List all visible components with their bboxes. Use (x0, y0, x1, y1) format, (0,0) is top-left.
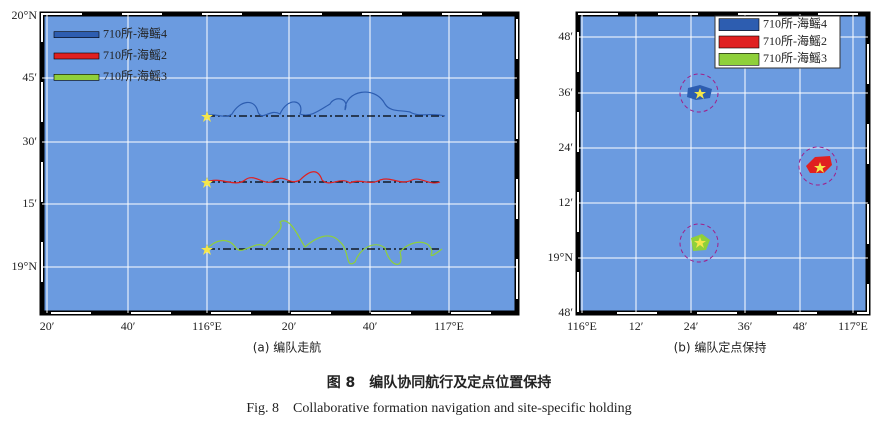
panel-caption: (a) 编队走航 (253, 340, 322, 355)
start-star (201, 111, 213, 122)
figure-title-en: Fig. 8 Collaborative formation navigatio… (246, 401, 631, 416)
y-tick-label: 12′ (558, 195, 573, 209)
y-tick-label: 48′ (558, 305, 573, 319)
x-tick-label: 36′ (738, 319, 753, 333)
y-tick-label: 20°N (12, 8, 38, 22)
x-tick-label: 40′ (121, 319, 136, 333)
y-tick-label: 24′ (558, 140, 573, 154)
x-tick-label: 116°E (192, 319, 222, 333)
y-tick-label: 48′ (558, 29, 573, 43)
y-tick-label: 15′ (22, 196, 37, 210)
legend-label: 710所-海鳐4 (763, 15, 827, 30)
y-tick-label: 19°N (548, 250, 574, 264)
target-star (814, 162, 826, 173)
x-tick-label: 20′ (40, 319, 55, 333)
target-star (694, 88, 706, 99)
holding-circle (798, 146, 838, 186)
legend-label: 710所-海鳐2 (103, 47, 167, 62)
start-star (201, 244, 213, 255)
start-star (201, 177, 213, 188)
legend-swatch (718, 53, 760, 66)
holding-circle (679, 73, 719, 113)
x-tick-label: 40′ (363, 319, 378, 333)
track (206, 171, 441, 184)
holding-circle (679, 223, 719, 263)
legend-label: 710所-海鳐4 (103, 25, 167, 40)
x-tick-label: 117°E (434, 319, 464, 333)
legend-label: 710所-海鳐3 (763, 50, 827, 65)
y-tick-label: 30′ (22, 134, 37, 148)
legend-swatch (53, 31, 100, 38)
frame (41, 13, 518, 314)
panel-caption: (b) 编队定点保持 (674, 340, 767, 355)
x-tick-label: 12′ (629, 319, 644, 333)
frame (577, 13, 869, 314)
y-tick-label: 19°N (12, 259, 38, 273)
target-star (694, 237, 706, 248)
x-tick-label: 20′ (282, 319, 297, 333)
tracks (201, 91, 446, 265)
x-tick-label: 116°E (567, 319, 597, 333)
legend-swatch (718, 18, 760, 31)
y-tick-label: 36′ (558, 85, 573, 99)
legend-label: 710所-海鳐3 (103, 68, 167, 83)
figure-title: 图 8 编队协同航行及定点位置保持 (327, 374, 552, 391)
holding-area (806, 156, 832, 173)
x-tick-label: 24′ (684, 319, 699, 333)
legend-label: 710所-海鳐2 (763, 33, 827, 48)
track (206, 220, 443, 265)
x-tick-label: 117°E (838, 319, 868, 333)
legend-swatch (53, 52, 100, 60)
y-tick-label: 45′ (22, 70, 37, 84)
legend-swatch (718, 35, 760, 49)
track (206, 91, 446, 117)
legend-swatch (53, 74, 100, 81)
map-area (42, 14, 517, 313)
holding-markers (679, 73, 838, 263)
x-tick-label: 48′ (793, 319, 808, 333)
